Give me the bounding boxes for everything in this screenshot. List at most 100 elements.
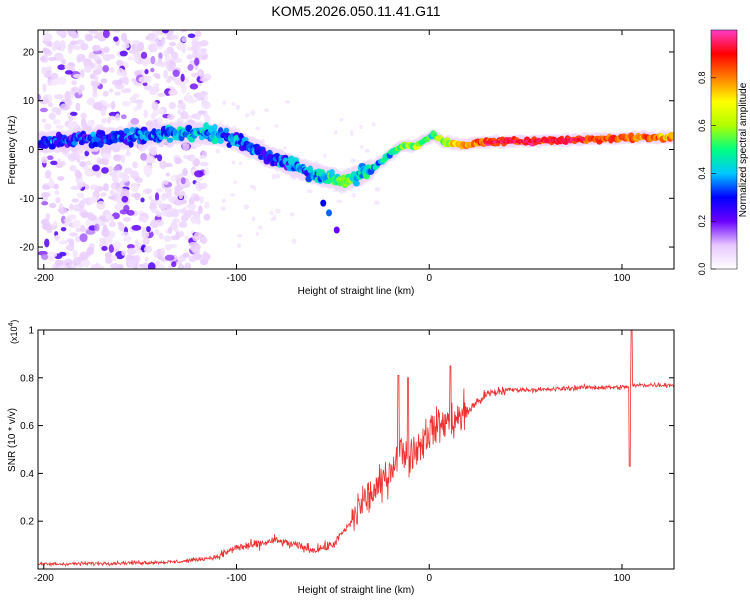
spectrogram-noise-cell [99, 237, 104, 243]
spectrogram-noise-cell [250, 109, 256, 116]
spectrogram-noise-cell [121, 188, 130, 197]
spectrogram-noise-cell [181, 84, 187, 94]
spectrogram-noise-cell [41, 253, 49, 260]
spectrogram-noise-cell [109, 189, 115, 195]
spectrogram-noise-cell [72, 86, 79, 92]
spectrogram-noise-cell [76, 181, 83, 190]
spectrogram-noise-cell [201, 54, 207, 60]
spectrogram-noise-cell [102, 65, 110, 73]
spectrogram-noise-cell [115, 169, 123, 179]
spectrogram-noise-cell [39, 107, 48, 113]
spectrogram-noise-cell [66, 66, 75, 71]
spectrogram-noise-cell [167, 113, 175, 121]
spectrogram-ridge-cell [212, 123, 218, 131]
snr-ytick-label: 0.4 [20, 469, 34, 480]
snr-xtick-label: -100 [227, 573, 247, 584]
spectrogram-noise-cell [374, 200, 380, 205]
snr-frame [37, 329, 675, 570]
spectrogram-noise-cell [55, 196, 61, 204]
spectrogram-noise-cell [180, 111, 189, 120]
spectrogram-noise-cell [101, 153, 112, 160]
spectrogram-noise-cell [93, 101, 104, 110]
spectrogram-noise-cell [263, 108, 270, 112]
spectrogram-noise-cell [56, 157, 62, 164]
spectrogram-noise-cell [75, 39, 85, 45]
spectrogram-noise-cell [172, 69, 180, 77]
spectrogram-noise-cell [90, 184, 99, 191]
spectrogram-noise-cell [40, 56, 47, 62]
spectrogram-noise-cell [153, 250, 158, 258]
spectrogram-noise-cell [115, 113, 121, 121]
spectrogram-noise-cell [86, 212, 94, 217]
spectrogram-noise-cell [88, 30, 99, 35]
spectrogram-noise-cell [80, 112, 87, 120]
spectrogram-noise-cell [183, 154, 189, 160]
spectrogram-noise-cell [221, 198, 226, 204]
spectrogram-noise-cell [41, 118, 47, 123]
spectrogram-ridge-cell [333, 226, 340, 234]
spectrogram-noise-cell [182, 252, 190, 258]
spectrogram-noise-cell [180, 73, 185, 82]
spectrogram-noise-cell [92, 44, 101, 52]
spectrogram-noise-cell [48, 102, 54, 108]
spectrogram-noise-cell [48, 179, 55, 188]
spectrogram-ylabel: Frequency (Hz) [7, 116, 18, 185]
spectrogram-noise-cell [76, 56, 81, 63]
spectrogram-noise-cell [45, 213, 50, 221]
spectrogram-noise-cell [58, 251, 67, 257]
spectrogram-noise-cell [116, 68, 125, 77]
spectrogram-noise-cell [173, 227, 180, 233]
spectrogram-noise-cell [74, 169, 81, 178]
spectrogram-noise-cell [201, 253, 211, 261]
spectrogram-noise-cell [237, 234, 243, 238]
spectrogram-noise-cell [174, 189, 181, 197]
spectrogram-noise-cell [170, 221, 178, 231]
spectrogram-ridge-cell [123, 127, 131, 135]
spectrogram-noise-cell [133, 107, 138, 112]
spectrogram-noise-cell [155, 74, 161, 80]
spectrogram-noise-cell [359, 124, 363, 129]
spectrogram-noise-cell [162, 61, 170, 67]
spectrogram-ridge-cell [669, 134, 674, 140]
spectrogram-noise-cell [154, 192, 160, 202]
spectrogram-noise-cell [169, 34, 180, 40]
spectrogram-noise-cell [89, 73, 96, 80]
spectrogram-noise-cell [204, 201, 210, 209]
spectrogram-noise-cell [151, 209, 160, 214]
spectrogram-noise-cell [112, 241, 122, 250]
spectrogram-noise-cell [273, 214, 277, 221]
spectrogram-noise-cell [80, 212, 89, 218]
spectrogram-noise-cell [129, 96, 137, 104]
spectrogram-noise-cell [92, 164, 100, 172]
spectrogram-noise-cell [73, 256, 82, 266]
spectrogram-noise-cell [67, 45, 73, 54]
spectrogram-noise-cell [150, 55, 156, 65]
spectrogram-noise-cell [51, 107, 60, 113]
spectrogram-noise-cell [79, 233, 88, 243]
spectrogram-noise-cell [215, 148, 220, 154]
spectrogram-noise-cell [82, 259, 91, 268]
spectrogram-noise-cell [40, 98, 50, 105]
spectrogram-noise-cell [144, 68, 149, 75]
spectrogram-noise-cell [72, 45, 81, 51]
snr-ytick-label: 0.6 [20, 421, 34, 432]
spectrogram-noise-cell [164, 254, 175, 261]
spectrogram-noise-cell [360, 145, 364, 149]
spectrogram-noise-cell [59, 161, 66, 166]
spectrogram-noise-cell [48, 56, 57, 61]
spectrogram-noise-cell [126, 247, 137, 255]
spectrogram-noise-cell [149, 88, 158, 96]
spectrogram-noise-cell [156, 92, 166, 97]
spectrogram-noise-cell [69, 232, 78, 237]
spectrogram-noise-cell [100, 192, 107, 197]
spectrogram-noise-cell [121, 174, 130, 183]
spectrogram-noise-cell [165, 78, 172, 83]
spectrogram-noise-cell [55, 124, 64, 129]
spectrogram-noise-cell [155, 188, 164, 193]
spectrogram-noise-cell [153, 61, 164, 67]
spectrogram-noise-cell [124, 167, 133, 175]
spectrogram-noise-cell [180, 30, 187, 33]
spectrogram-noise-cell [69, 165, 77, 172]
spectrogram-noise-cell [42, 83, 47, 93]
